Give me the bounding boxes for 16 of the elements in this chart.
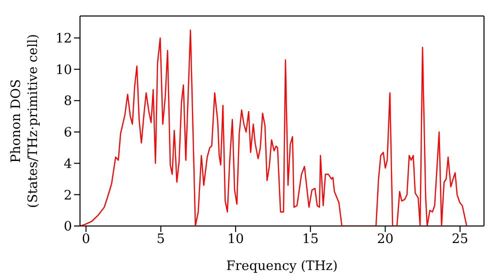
y-tick-label: 2: [64, 188, 72, 204]
x-tick-label: 25: [452, 232, 468, 248]
y-tick-label: 12: [55, 32, 72, 47]
x-tick-label: 10: [227, 232, 244, 248]
y-tick-label: 6: [64, 126, 72, 141]
y-axis-title: Phonon DOS (States/THz·primitive cell): [9, 34, 41, 208]
x-tick-label: 0: [82, 232, 90, 248]
x-tick-label: 5: [156, 232, 165, 248]
y-tick-label: 8: [64, 94, 72, 110]
y-tick-label: 0: [64, 220, 72, 235]
x-tick-label: 20: [376, 232, 394, 248]
x-tick-label: 15: [302, 232, 319, 248]
y-tick-label: 10: [55, 62, 72, 78]
y-tick-label: 4: [64, 156, 72, 172]
x-axis-title: Frequency (THz): [226, 259, 338, 274]
line-series: [80, 30, 468, 226]
